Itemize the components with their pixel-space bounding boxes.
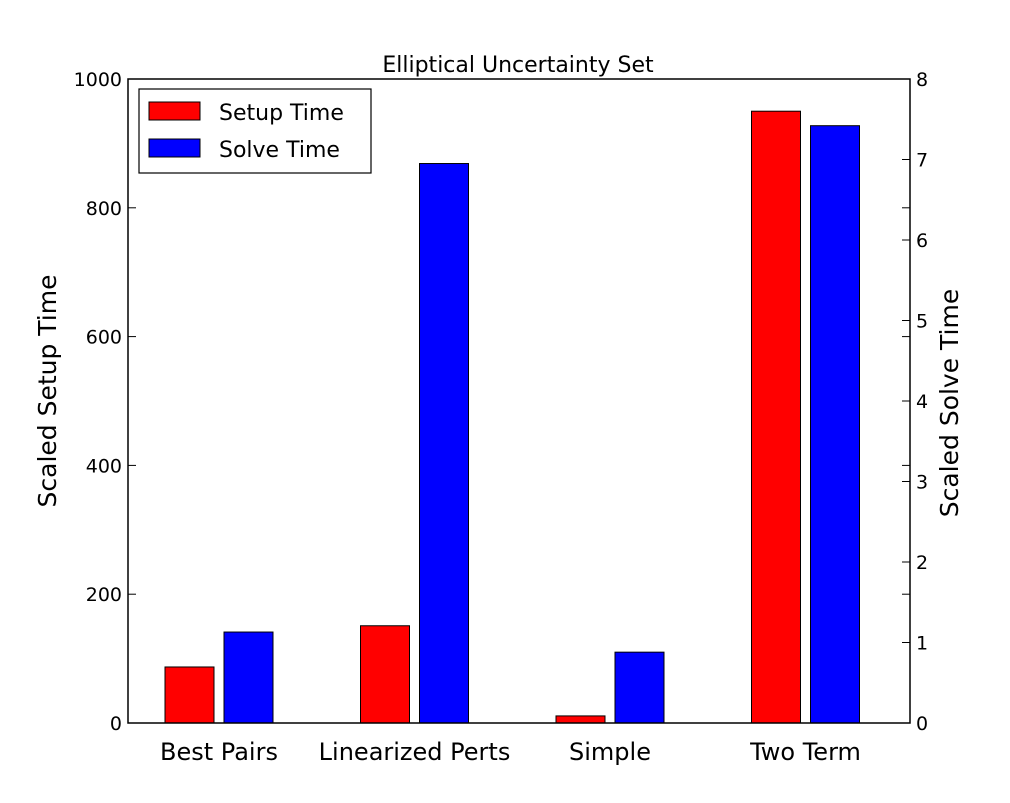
legend-swatch-solve-time bbox=[148, 138, 201, 158]
legend-label-setup-time: Setup Time bbox=[219, 101, 344, 126]
bar-setup-time-linearized-perts bbox=[360, 625, 410, 724]
left-tick-label: 0 bbox=[110, 713, 122, 735]
right-axis-title: Scaled Solve Time bbox=[935, 289, 964, 518]
chart-title: Elliptical Uncertainty Set bbox=[382, 53, 654, 78]
left-tick-label: 1000 bbox=[74, 69, 122, 91]
right-axis-ticks: 0 1 2 3 4 5 6 7 8 bbox=[902, 69, 928, 735]
right-tick-label: 4 bbox=[916, 391, 928, 413]
bar-solve-time-best-pairs bbox=[223, 631, 274, 724]
right-tick-label: 6 bbox=[916, 230, 928, 252]
left-tick-label: 600 bbox=[86, 327, 122, 349]
legend-label-solve-time: Solve Time bbox=[219, 138, 340, 163]
bar-solve-time-two-term bbox=[810, 125, 860, 724]
right-tick-label: 8 bbox=[916, 69, 928, 91]
bars bbox=[164, 110, 860, 724]
bar-solve-time-linearized-perts bbox=[419, 163, 469, 724]
plot-frame bbox=[127, 78, 911, 724]
right-tick-label: 3 bbox=[916, 472, 928, 494]
right-tick-label: 0 bbox=[916, 713, 928, 735]
left-axis-title: Scaled Setup Time bbox=[33, 275, 62, 508]
left-axis-ticks: 0 200 400 600 800 1000 bbox=[74, 69, 910, 735]
category-label-linearized-perts: Linearized Perts bbox=[319, 738, 511, 766]
left-tick-label: 800 bbox=[86, 198, 122, 220]
category-label-two-term: Two Term bbox=[749, 738, 861, 766]
legend: Setup Time Solve Time bbox=[138, 88, 372, 174]
bar-setup-time-simple bbox=[555, 715, 606, 724]
left-tick-label: 200 bbox=[86, 584, 122, 606]
category-label-simple: Simple bbox=[569, 738, 651, 766]
legend-swatch-setup-time bbox=[148, 101, 201, 121]
bar-solve-time-simple bbox=[614, 651, 665, 724]
right-tick-label: 1 bbox=[916, 633, 928, 655]
right-tick-label: 2 bbox=[916, 552, 928, 574]
category-labels: Best Pairs Linearized Perts Simple Two Term bbox=[160, 738, 861, 766]
right-tick-label: 5 bbox=[916, 311, 928, 333]
bar-setup-time-best-pairs bbox=[164, 666, 215, 724]
bar-setup-time-two-term bbox=[751, 110, 801, 724]
right-tick-label: 7 bbox=[916, 150, 928, 172]
left-tick-label: 400 bbox=[86, 455, 122, 477]
category-label-best-pairs: Best Pairs bbox=[160, 738, 278, 766]
